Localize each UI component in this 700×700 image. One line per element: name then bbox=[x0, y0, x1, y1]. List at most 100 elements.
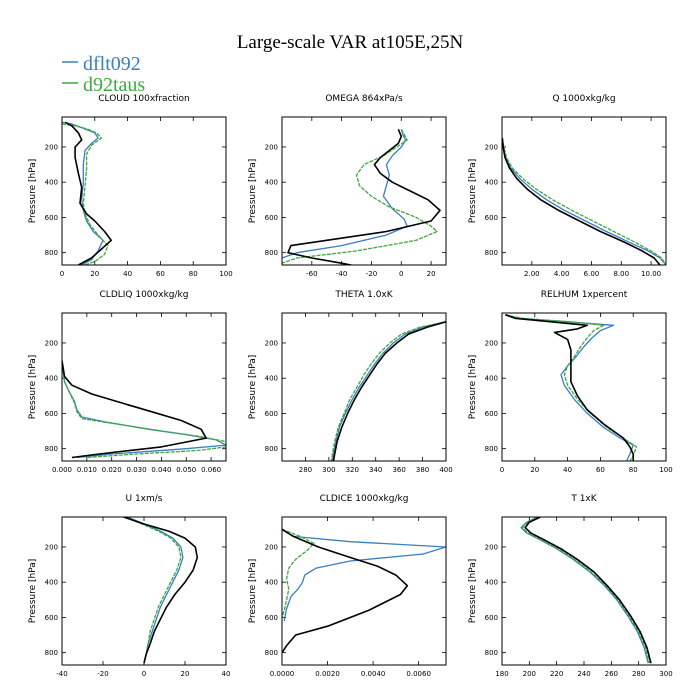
series-line-d92taus bbox=[282, 528, 315, 618]
series-line-d92taus bbox=[505, 314, 638, 461]
series-group bbox=[520, 517, 652, 664]
series-line-black bbox=[282, 528, 409, 654]
x-tick-label: -40 bbox=[56, 670, 67, 678]
x-tick-label: 220 bbox=[550, 670, 563, 678]
panel-title: Q 1000xkg/kg bbox=[552, 94, 615, 104]
panel-title: T 1xK bbox=[570, 494, 597, 504]
x-tick-label: 40 bbox=[123, 270, 132, 278]
x-tick-label: 0.060 bbox=[201, 466, 221, 474]
x-tick-label: -20 bbox=[97, 670, 108, 678]
y-tick-label: 400 bbox=[45, 375, 58, 383]
y-tick-label: 600 bbox=[485, 614, 498, 622]
y-tick-label: 800 bbox=[45, 249, 58, 257]
y-tick-label: 600 bbox=[265, 214, 278, 222]
x-tick-label: 60 bbox=[596, 466, 605, 474]
series-line-dflt092 bbox=[331, 321, 446, 461]
x-tick-label: 0.0020 bbox=[315, 670, 340, 678]
panel-title: OMEGA 864xPa/s bbox=[325, 94, 403, 104]
x-tick-label: 100 bbox=[219, 270, 232, 278]
series-line-dflt092 bbox=[282, 528, 446, 622]
series-line-dflt092 bbox=[520, 517, 649, 664]
panel-title: THETA 1.0xK bbox=[334, 290, 393, 300]
y-tick-label: 200 bbox=[265, 543, 278, 551]
x-tick-label: 0.010 bbox=[77, 466, 97, 474]
x-tick-label: -60 bbox=[306, 270, 317, 278]
y-tick-label: 600 bbox=[485, 214, 498, 222]
y-tick-label: 800 bbox=[485, 649, 498, 657]
series-line-dflt092 bbox=[127, 517, 184, 664]
series-group bbox=[62, 121, 112, 265]
y-tick-label: 400 bbox=[485, 375, 498, 383]
series-line-d92taus bbox=[502, 137, 666, 265]
series-line-black bbox=[502, 138, 661, 265]
series-line-dflt092 bbox=[505, 314, 634, 461]
series-line-black bbox=[332, 321, 446, 461]
x-tick-label: 60 bbox=[156, 270, 165, 278]
plot-frame bbox=[61, 312, 227, 462]
x-tick-label: 400 bbox=[439, 466, 452, 474]
x-tick-label: -20 bbox=[366, 270, 377, 278]
y-axis-label: Pressure [hPa] bbox=[248, 559, 258, 624]
y-tick-label: 600 bbox=[265, 614, 278, 622]
panel-u: U 1xm/s Pressure [hPa] -40 -20 0 20 40 200 400 60… bbox=[28, 494, 230, 678]
panel-theta: THETA 1.0xK Pressure [hPa] 280 300 320 340 360… bbox=[248, 290, 453, 474]
y-axis-label: Pressure [hPa] bbox=[468, 159, 478, 224]
figure-title: Large-scale VAR at105E,25N bbox=[237, 32, 464, 53]
plot-frame bbox=[281, 116, 447, 266]
x-tick-label: 0.030 bbox=[127, 466, 147, 474]
y-tick-label: 200 bbox=[45, 339, 58, 347]
legend-label-dflt092: dflt092 bbox=[83, 53, 141, 75]
x-tick-label: 280 bbox=[632, 670, 645, 678]
y-tick-label: 800 bbox=[485, 445, 498, 453]
y-tick-label: 200 bbox=[45, 543, 58, 551]
x-tick-label: 0 bbox=[60, 270, 64, 278]
y-tick-label: 400 bbox=[265, 375, 278, 383]
y-tick-label: 200 bbox=[485, 339, 498, 347]
x-tick-label: 20 bbox=[181, 670, 190, 678]
x-tick-label: 20 bbox=[90, 270, 99, 278]
panel-title: CLDICE 1000xkg/kg bbox=[320, 494, 409, 504]
panel-title: RELHUM 1xpercent bbox=[541, 290, 628, 300]
series-group bbox=[282, 528, 446, 654]
plot-frame bbox=[501, 312, 667, 462]
y-tick-label: 800 bbox=[485, 249, 498, 257]
panel-t: T 1xK Pressure [hPa] 180 200 220 240 260 280 300… bbox=[468, 494, 673, 678]
series-line-d92taus bbox=[62, 360, 226, 459]
series-group bbox=[123, 517, 199, 664]
series-group bbox=[330, 321, 446, 461]
series-line-black bbox=[123, 517, 199, 664]
x-tick-label: 0.040 bbox=[151, 466, 171, 474]
x-tick-label: 0 bbox=[399, 270, 403, 278]
x-tick-label: 20 bbox=[530, 466, 539, 474]
x-tick-label: 6.00 bbox=[584, 270, 600, 278]
series-line-d92taus bbox=[330, 321, 446, 461]
x-tick-label: 8.00 bbox=[613, 270, 629, 278]
x-tick-label: 80 bbox=[189, 270, 198, 278]
x-tick-label: 40 bbox=[563, 466, 572, 474]
y-tick-label: 400 bbox=[45, 179, 58, 187]
x-tick-label: 300 bbox=[659, 670, 672, 678]
y-axis-label: Pressure [hPa] bbox=[248, 355, 258, 420]
series-line-d92taus bbox=[282, 128, 438, 264]
series-line-d92taus bbox=[62, 123, 109, 265]
y-tick-label: 800 bbox=[265, 649, 278, 657]
y-tick-label: 800 bbox=[265, 445, 278, 453]
y-axis-label: Pressure [hPa] bbox=[28, 355, 38, 420]
y-axis-label: Pressure [hPa] bbox=[468, 559, 478, 624]
y-axis-label: Pressure [hPa] bbox=[468, 355, 478, 420]
series-line-black bbox=[64, 121, 112, 265]
panel-title: U 1xm/s bbox=[126, 494, 163, 504]
y-axis-label: Pressure [hPa] bbox=[248, 159, 258, 224]
y-tick-label: 600 bbox=[265, 410, 278, 418]
x-tick-label: 380 bbox=[416, 466, 429, 474]
legend: dflt092 d92taus bbox=[62, 53, 145, 96]
x-tick-label: 0 bbox=[142, 670, 146, 678]
y-tick-label: 600 bbox=[45, 410, 58, 418]
y-tick-label: 800 bbox=[45, 445, 58, 453]
y-tick-label: 200 bbox=[45, 143, 58, 151]
x-tick-label: 260 bbox=[605, 670, 618, 678]
plot-frame bbox=[501, 116, 667, 266]
x-tick-label: 320 bbox=[346, 466, 359, 474]
series-line-dflt092 bbox=[62, 121, 104, 265]
y-tick-label: 400 bbox=[265, 179, 278, 187]
